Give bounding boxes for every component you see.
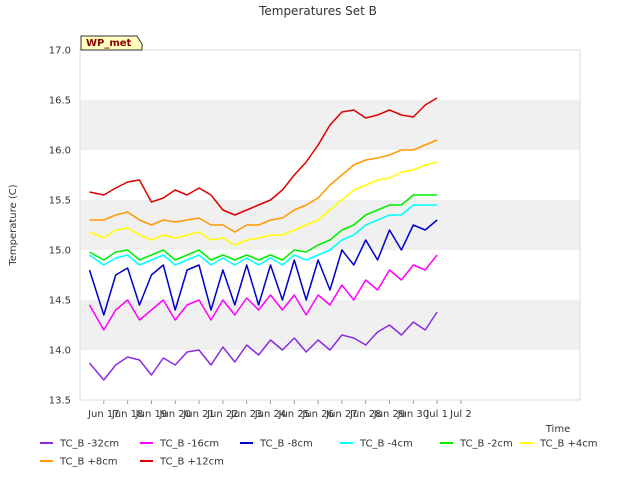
x-tick-label: Jun 19 <box>135 409 168 420</box>
legend-label: TC_B -4cm <box>359 439 413 450</box>
annotation-text: WP_met <box>86 38 132 49</box>
legend-label: TC_B +12cm <box>159 457 224 468</box>
series-line-tc-b-8cm <box>88 219 438 316</box>
x-tick-label: Jul 2 <box>449 409 472 420</box>
legend-label: TC_B -8cm <box>259 439 313 450</box>
x-tick-label: Jun 27 <box>325 409 358 420</box>
legend-label: TC_B -16cm <box>159 439 219 450</box>
grid-band <box>80 150 580 200</box>
grid-band <box>80 300 580 350</box>
y-tick-label: 14.0 <box>49 346 71 357</box>
x-tick-label: Jun 18 <box>111 409 144 420</box>
y-tick-label: 13.5 <box>49 396 71 407</box>
y-tick-label: 14.5 <box>49 296 71 307</box>
grid-band <box>80 250 580 300</box>
y-tick-label: 16.5 <box>49 96 71 107</box>
y-tick-label: 15.0 <box>49 246 71 257</box>
x-tick-label: Jun 29 <box>373 409 406 420</box>
x-axis-label: Time <box>545 424 570 435</box>
grid-band <box>80 50 580 100</box>
annotation-box <box>80 35 143 51</box>
series-line-tc-b-12cm <box>89 97 438 216</box>
y-axis-label: Temperature (C) <box>8 184 19 266</box>
x-tick-label: Jun 30 <box>397 409 430 420</box>
y-tick-label: 16.0 <box>49 146 71 157</box>
legend-label: TC_B +8cm <box>59 457 118 468</box>
x-tick-label: Jun 17 <box>87 409 120 420</box>
x-tick-label: Jun 23 <box>230 409 263 420</box>
y-tick-label: 17.0 <box>49 46 71 57</box>
y-tick-label: 15.5 <box>49 196 71 207</box>
legend-label: TC_B -32cm <box>59 439 119 450</box>
y-axis-ticks: 13.5 14.0 14.5 15.0 15.5 16.0 16.5 17.0 <box>49 46 71 407</box>
legend-label: TC_B +4cm <box>539 439 598 450</box>
x-tick-label: Jun 21 <box>182 409 215 420</box>
grid-band <box>80 200 580 250</box>
grid-band <box>80 350 580 400</box>
background-bands <box>80 50 580 400</box>
x-tick-label: Jun 25 <box>278 409 311 420</box>
x-tick-label: Jun 28 <box>349 409 382 420</box>
series-line-tc-b-4cm <box>89 161 438 246</box>
x-tick-label: Jun 24 <box>254 409 287 420</box>
series-line-tc-b-4cm <box>89 204 438 266</box>
series-line-tc-b-2cm <box>89 194 438 261</box>
legend: TC_B -32cm TC_B -16cm TC_B -8cm TC_B -4cm TC… <box>40 439 598 468</box>
x-tick-label: Jul 1 <box>425 409 448 420</box>
series-line-tc-b-32cm <box>88 311 438 381</box>
chart-title: Temperatures Set B <box>258 4 377 18</box>
series-lines <box>88 97 438 381</box>
x-tick-label: Jun 22 <box>206 409 239 420</box>
x-tick-label: Jun 26 <box>301 409 334 420</box>
legend-label: TC_B -2cm <box>459 439 513 450</box>
wp-met-annotation: WP_met <box>80 35 143 51</box>
x-tick-label: Jun 20 <box>158 409 191 420</box>
plot-frame <box>79 49 581 401</box>
series-line-tc-b-16cm <box>88 254 438 331</box>
series-line-tc-b-8cm <box>89 139 438 233</box>
